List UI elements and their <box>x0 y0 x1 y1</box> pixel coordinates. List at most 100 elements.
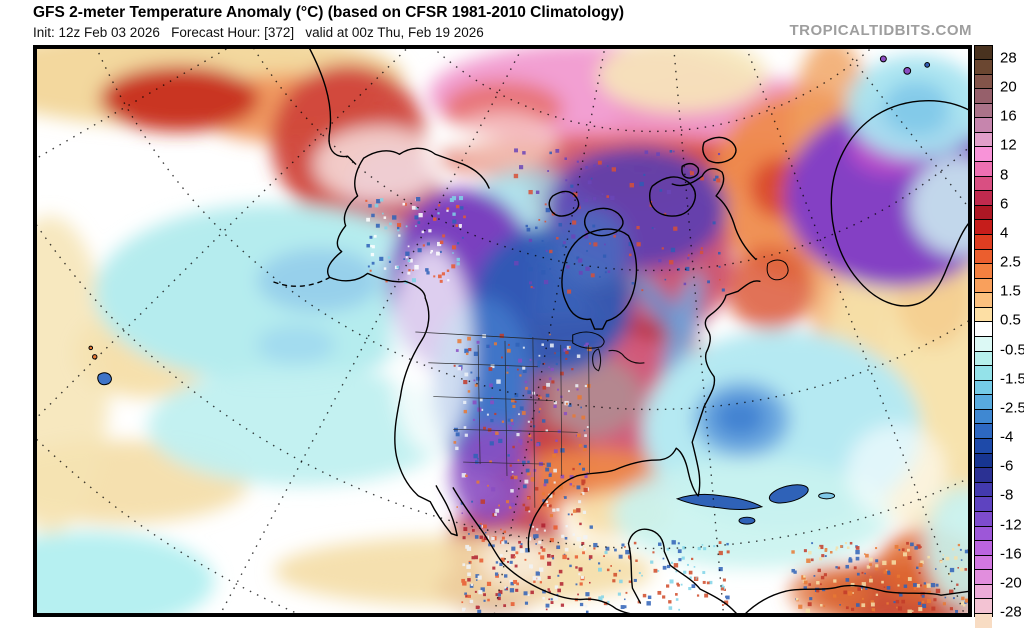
coast-greenland <box>830 100 970 307</box>
colorbar-tick-label: 28 <box>1000 49 1017 67</box>
speckles-alaska-terrain-noise <box>365 196 466 284</box>
map-title: GFS 2-meter Temperature Anomaly (°C) (ba… <box>33 4 625 21</box>
colorbar-segment <box>975 569 992 584</box>
coast-chukotka <box>308 47 357 165</box>
tropicaltidbits-watermark: TROPICALTIDBITS.COM <box>789 22 972 39</box>
colorbar-segment <box>975 190 992 205</box>
anomaly-region-topright-cyan-core <box>882 80 951 137</box>
hawaii-islet-2 <box>88 345 94 351</box>
borders-layer <box>415 331 645 508</box>
colorbar-segment <box>975 525 992 541</box>
anomaly-region-gulf-coast-orange <box>520 448 665 496</box>
colorbar-segment <box>975 335 992 351</box>
colorbar-tick-label: -6 <box>1000 457 1014 475</box>
island-baffin <box>649 176 697 217</box>
islands-layer <box>88 55 931 525</box>
coast-south-america <box>743 584 970 615</box>
coast-west-na <box>394 297 458 537</box>
colorbar-tick-label: -2.5 <box>1000 399 1024 417</box>
anomaly-region-topleft-red-blob <box>99 65 260 132</box>
svalbard-islet-3 <box>924 61 931 68</box>
coast-labrador-ungava <box>671 167 757 261</box>
colorbar-tick-label: 16 <box>1000 107 1017 125</box>
anomaly-field-layer <box>35 47 970 615</box>
colorbar-segment <box>975 161 992 176</box>
colorbar-tick-label: -20 <box>1000 574 1022 592</box>
colorbar-tick-label: 8 <box>1000 166 1009 184</box>
colorbar-segment <box>975 423 992 439</box>
colorbar-tick-label: 4 <box>1000 224 1009 242</box>
anomaly-region-davis-strait-red <box>725 246 815 331</box>
colorbar-segment <box>975 554 992 570</box>
aleutian-chain <box>271 276 331 287</box>
colorbar-tick-label: -8 <box>1000 486 1014 504</box>
colorbar-segment <box>975 467 992 482</box>
colorbar-segment <box>975 540 992 555</box>
state-borders-vertical <box>477 336 590 508</box>
speckles-arctic-islands-noise <box>513 148 725 294</box>
colorbar-tick-label: -4 <box>1000 428 1014 446</box>
colorbar-segment <box>975 394 992 409</box>
colorbar-segment <box>975 306 992 322</box>
anomaly-region-pac-corner-cyan <box>35 531 215 615</box>
island-banks <box>548 190 580 217</box>
anomaly-region-caribbean-cyan <box>612 459 892 569</box>
anomaly-region-natl-yellow-top <box>597 47 767 113</box>
newfoundland-island <box>766 259 789 281</box>
anomaly-region-white-atlantic-gap <box>846 424 947 520</box>
temperature-colorbar <box>974 45 993 628</box>
island-victoria <box>583 207 624 237</box>
lake-michigan-huron <box>592 348 645 372</box>
colorbar-segment <box>975 438 992 453</box>
colorbar-segment <box>975 583 992 599</box>
coastlines-layer <box>271 47 970 615</box>
anomaly-region-atlantic-blue-core2 <box>714 397 766 438</box>
colorbar-segment <box>975 481 992 497</box>
hawaii-big-island <box>97 372 112 386</box>
anomaly-region-eastcoast-cold-strip <box>661 270 703 390</box>
colorbar-segment <box>975 131 992 147</box>
colorbar-segment <box>975 277 992 293</box>
colorbar-segment <box>975 408 992 424</box>
terrain-noise-layer <box>365 148 970 614</box>
lake-superior <box>572 331 605 349</box>
speckles-mexico-sierra-noise <box>461 522 593 614</box>
colorbar-tick-label: 6 <box>1000 195 1009 213</box>
anomaly-region-white-offshore-california <box>389 245 474 455</box>
svalbard-islet-1 <box>879 55 887 63</box>
us-canada-border <box>415 331 573 342</box>
colorbar-segment <box>975 263 992 278</box>
colorbar-tick-label: -0.5 <box>1000 341 1024 359</box>
colorbar-segment <box>975 248 992 264</box>
colorbar-segment <box>975 204 992 220</box>
colorbar-segment <box>975 233 992 249</box>
coast-mexico-west <box>452 487 649 615</box>
colorbar-segment <box>975 365 992 380</box>
colorbar-segment <box>975 598 992 613</box>
anomaly-region-stlawrence-blue <box>630 271 685 335</box>
anomaly-map <box>33 45 972 617</box>
colorbar-segment <box>975 146 992 162</box>
island-devon <box>681 162 700 179</box>
anomaly-region-hudson-blue <box>557 207 628 288</box>
island-ellesmere <box>702 136 737 164</box>
coast-hudson-bay <box>561 228 638 330</box>
anomaly-region-white-arctic-gap <box>448 111 558 172</box>
colorbar-segment <box>975 452 992 468</box>
colorbar-segment <box>975 175 992 191</box>
colorbar-segment <box>975 510 992 526</box>
anomaly-region-pac-blue-core <box>257 248 381 313</box>
anomaly-region-pac-left-yellow <box>35 215 110 534</box>
cuba-island <box>675 493 764 510</box>
jamaica-island <box>738 516 756 525</box>
colorbar-segment <box>975 612 992 628</box>
colorbar-tick-label: -1.5 <box>1000 370 1024 388</box>
colorbar-tick-label: -28 <box>1000 603 1022 621</box>
colorbar-segment <box>975 292 992 307</box>
colorbar-segment <box>975 88 992 103</box>
colorbar-segment <box>975 496 992 511</box>
svalbard-islet-2 <box>903 66 912 75</box>
colorbar-segment <box>975 219 992 234</box>
init-forecast-line: Init: 12z Feb 03 2026 Forecast Hour: [37… <box>33 25 484 40</box>
